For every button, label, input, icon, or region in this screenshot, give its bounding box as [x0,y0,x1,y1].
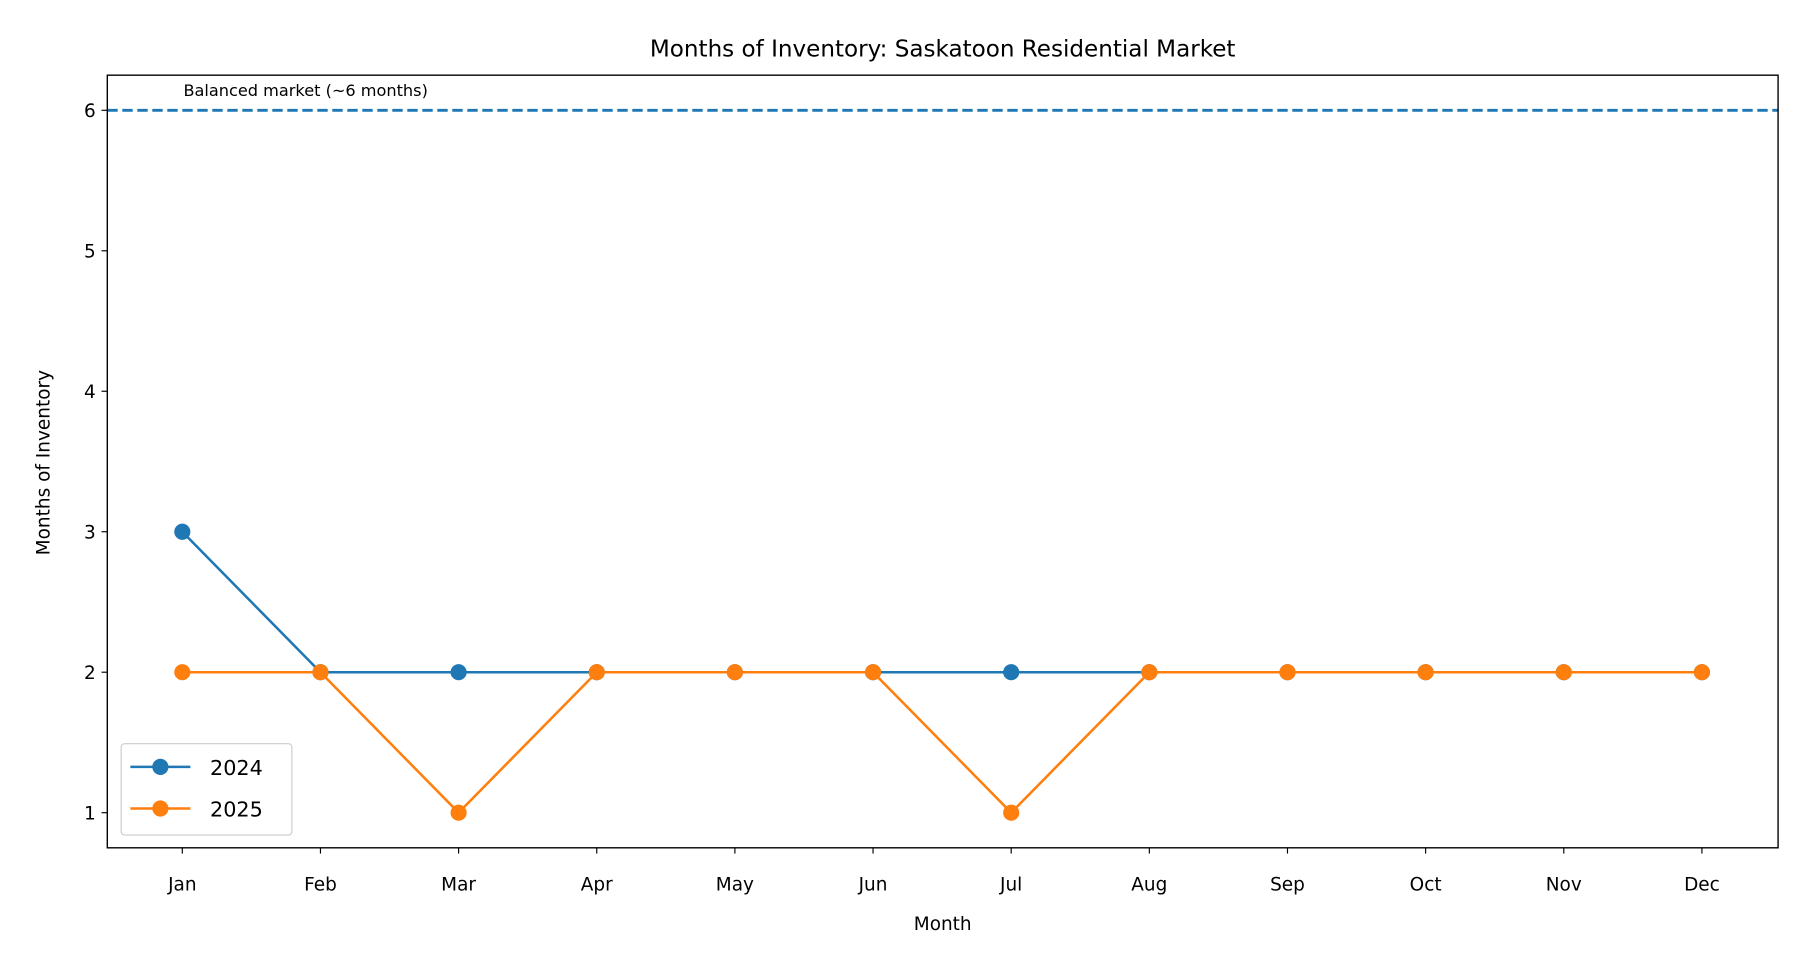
data-point-2024-Jul [1003,664,1020,681]
y-tick-label: 2 [84,663,96,684]
y-tick-label: 5 [84,242,96,263]
x-tick-label: Feb [304,875,337,896]
x-tick-label: Aug [1131,875,1167,896]
plot-frame [106,74,1779,849]
legend-label-2024: 2024 [210,756,263,780]
x-tick-label: Sep [1270,875,1305,896]
data-point-2025-Oct [1417,664,1434,681]
x-tick-label: Oct [1410,875,1442,896]
x-tick-label: Jan [167,875,196,896]
chart-title: Months of Inventory: Saskatoon Residenti… [650,37,1236,63]
x-tick-label: Jul [999,875,1022,896]
legend-marker-2024 [152,758,169,775]
series-line-2024 [181,530,1702,674]
data-point-2025-Apr [588,664,605,681]
x-tick-label: May [716,875,754,896]
data-point-2025-Dec [1693,664,1710,681]
data-point-2025-Feb [312,664,329,681]
x-tick-label: Nov [1546,875,1582,896]
legend: 2024 2025 [120,743,293,836]
data-point-2025-Aug [1141,664,1158,681]
y-tick-label: 1 [84,804,96,825]
reference-line-label: Balanced market (~6 months) [183,81,427,100]
data-point-2024-Mar [450,664,467,681]
series-line-2025 [182,670,1702,815]
data-point-2025-May [726,664,743,681]
data-point-2025-Jan [174,664,191,681]
x-tick-label: Mar [441,875,476,896]
x-tick-label: Dec [1684,875,1720,896]
data-point-2025-Jul [1003,804,1020,821]
x-axis-label: Month [914,914,972,935]
x-tick-label: Apr [581,875,613,896]
data-point-2025-Nov [1555,664,1572,681]
y-tick-label: 3 [84,523,96,544]
data-point-2024-Jan [174,523,191,540]
data-point-2025-Jun [864,664,882,681]
data-point-2025-Mar [450,804,467,821]
y-axis-label: Months of Inventory [34,370,55,556]
data-point-2025-Sep [1279,664,1296,681]
y-tick-label: 4 [84,382,96,403]
y-tick-label: 6 [84,101,96,122]
legend-label-2025: 2025 [210,798,263,822]
x-tick-label: Jun [858,875,888,896]
legend-marker-2025 [152,800,169,817]
